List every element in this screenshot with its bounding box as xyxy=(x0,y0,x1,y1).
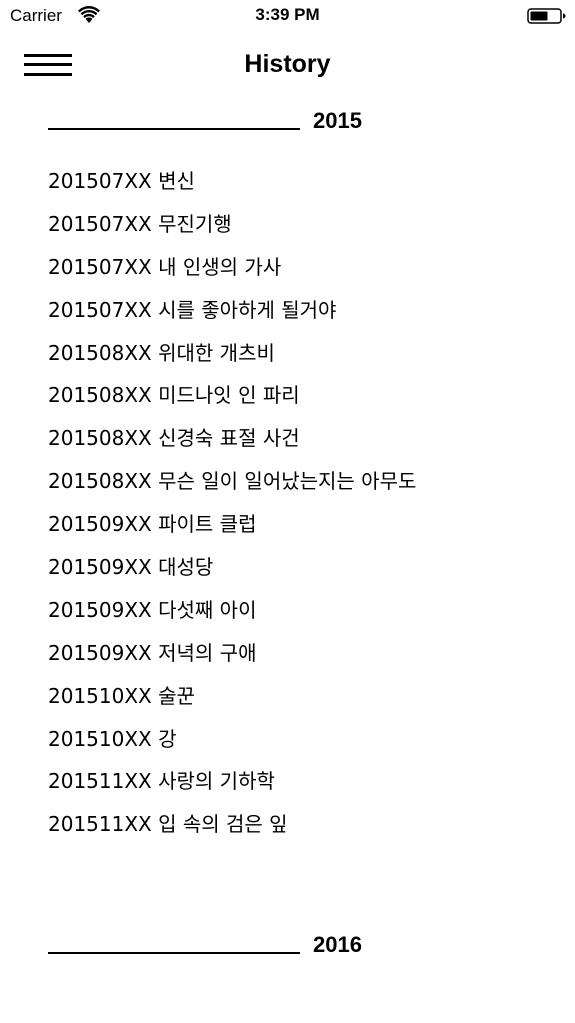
battery-icon xyxy=(527,8,566,24)
history-item[interactable]: 201511XX 사랑의 기하학 xyxy=(48,769,275,794)
history-item[interactable]: 201508XX 신경숙 표절 사건 xyxy=(48,426,300,451)
history-item[interactable]: 201508XX 무슨 일이 일어났는지는 아무도 xyxy=(48,469,417,494)
history-item[interactable]: 201510XX 술꾼 xyxy=(48,683,195,708)
menu-bar-icon xyxy=(24,73,72,76)
year-header-2016: 2016 xyxy=(48,932,448,962)
year-divider-line xyxy=(48,128,300,130)
history-item[interactable]: 201509XX 다섯째 아이 xyxy=(48,597,257,622)
history-item[interactable]: 201508XX 미드나잇 인 파리 xyxy=(48,383,300,408)
history-item[interactable]: 201507XX 변신 xyxy=(48,169,195,193)
history-item[interactable]: 201507XX 내 인생의 가사 xyxy=(48,254,282,279)
carrier-label: Carrier xyxy=(10,6,62,25)
menu-bar-icon xyxy=(24,63,72,66)
wifi-icon xyxy=(78,6,100,23)
menu-bar-icon xyxy=(24,54,72,57)
status-time: 3:39 PM xyxy=(255,5,320,24)
navigation-bar: History xyxy=(0,32,575,98)
year-label: 2015 xyxy=(313,108,362,133)
history-item[interactable]: 201510XX 강 xyxy=(48,726,177,751)
history-item[interactable]: 201511XX 입 속의 검은 잎 xyxy=(48,812,288,837)
history-item[interactable]: 201507XX 무진기행 xyxy=(48,211,232,236)
year-header-2015: 2015 xyxy=(48,108,448,138)
history-item[interactable]: 201508XX 위대한 개츠비 xyxy=(48,340,275,365)
history-list-2015: 201507XX 변신 201507XX 무진기행 201507XX 내 인생의… xyxy=(48,166,548,852)
status-bar: Carrier 3:39 PM xyxy=(0,0,575,32)
history-item[interactable]: 201509XX 파이트 클럽 xyxy=(48,512,257,537)
page-title: History xyxy=(244,50,331,78)
history-item[interactable]: 201509XX 저녁의 구애 xyxy=(48,640,257,665)
history-item[interactable]: 201507XX 시를 좋아하게 될거야 xyxy=(48,297,337,322)
year-label: 2016 xyxy=(313,932,362,957)
hamburger-menu-button[interactable] xyxy=(24,52,72,80)
history-item[interactable]: 201509XX 대성당 xyxy=(48,555,214,580)
year-divider-line xyxy=(48,952,300,954)
